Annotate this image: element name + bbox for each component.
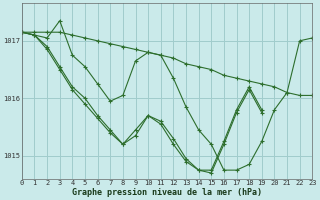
X-axis label: Graphe pression niveau de la mer (hPa): Graphe pression niveau de la mer (hPa) <box>72 188 262 197</box>
